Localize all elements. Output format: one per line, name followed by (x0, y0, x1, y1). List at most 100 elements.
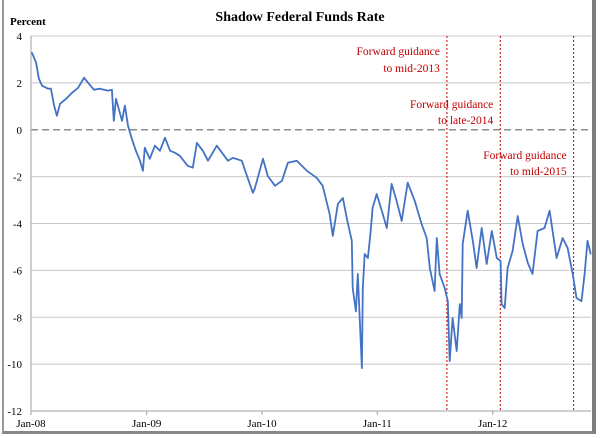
data-point (41, 85, 43, 87)
data-point (531, 273, 534, 275)
data-point (232, 157, 234, 159)
chart-frame (2, 0, 596, 434)
annotation-line2: to late-2014 (438, 115, 493, 127)
data-point (50, 88, 52, 90)
data-point (439, 273, 441, 275)
data-point (262, 158, 264, 160)
data-point (407, 182, 409, 184)
data-point (254, 188, 256, 190)
data-point (31, 52, 33, 54)
data-point (281, 180, 283, 182)
data-point (370, 230, 372, 232)
data-point (426, 237, 428, 239)
data-point (77, 87, 79, 89)
data-point (491, 230, 493, 232)
data-point (124, 105, 126, 107)
data-point (346, 217, 348, 219)
data-point (207, 160, 209, 162)
data-point (433, 290, 436, 292)
data-point (154, 145, 156, 147)
shadow-rate-line (31, 52, 592, 370)
data-point (590, 253, 592, 255)
y-axis-label: Percent (10, 16, 46, 28)
data-point (584, 272, 586, 274)
data-point (444, 287, 446, 289)
data-point (174, 152, 176, 154)
data-point (500, 303, 503, 305)
data-point (506, 267, 509, 269)
data-point (216, 145, 218, 147)
data-point (414, 200, 416, 202)
y-tick-label: 4 (17, 31, 23, 43)
data-point (241, 160, 243, 162)
y-tick-label: 2 (17, 78, 23, 90)
data-point (111, 89, 113, 91)
data-point (527, 262, 529, 264)
data-point (322, 185, 324, 187)
y-tick-label: 0 (17, 125, 23, 137)
data-point (449, 360, 451, 362)
data-point (580, 300, 583, 302)
data-point (53, 105, 55, 107)
x-tick-label: Jan-10 (247, 418, 277, 430)
data-point (381, 210, 383, 212)
data-point (159, 150, 161, 152)
x-tick-label: Jan-12 (478, 418, 507, 430)
data-point (372, 207, 374, 209)
data-point (47, 88, 49, 90)
annotation-line1: Forward guidance (410, 99, 493, 111)
y-tick-label: -8 (13, 312, 23, 324)
data-point (93, 89, 95, 91)
data-point (121, 120, 123, 122)
data-point (99, 88, 101, 90)
x-tick-label: Jan-09 (132, 418, 162, 430)
data-point (447, 300, 449, 302)
data-point (362, 287, 364, 289)
data-point (337, 203, 339, 205)
data-point (107, 90, 109, 92)
data-point (364, 253, 366, 255)
data-point (149, 158, 151, 160)
data-point (522, 243, 524, 245)
data-point (179, 155, 181, 157)
chart-title: Shadow Federal Funds Rate (215, 10, 384, 25)
data-point (352, 287, 354, 289)
data-point (187, 165, 189, 167)
data-point (543, 227, 546, 229)
data-point (351, 240, 353, 242)
data-point (135, 150, 137, 152)
data-point (472, 240, 474, 242)
data-point (38, 78, 40, 80)
data-point (332, 235, 334, 237)
data-point (287, 162, 289, 164)
data-point (127, 125, 129, 127)
data-point (496, 257, 498, 259)
data-point (131, 138, 133, 140)
data-point (59, 103, 61, 105)
data-point (367, 257, 369, 259)
data-point (549, 210, 551, 212)
data-point (386, 227, 388, 229)
data-point (512, 250, 514, 252)
data-point (572, 273, 574, 275)
y-tick-label: -2 (13, 172, 22, 184)
data-point (376, 193, 378, 195)
annotation-line2: to mid-2015 (510, 166, 567, 178)
data-point (87, 82, 89, 84)
data-point (113, 120, 115, 122)
data-point (396, 200, 398, 202)
data-point (561, 237, 564, 239)
data-point (164, 137, 166, 139)
data-point (456, 350, 458, 352)
data-point (357, 273, 359, 275)
data-point (481, 227, 483, 229)
data-point (555, 257, 558, 259)
data-point (459, 303, 461, 305)
data-point (342, 197, 344, 199)
data-point (267, 175, 269, 177)
data-point (567, 247, 569, 249)
data-point (462, 243, 464, 245)
data-point (169, 150, 171, 152)
data-point (142, 170, 144, 172)
data-point (227, 160, 229, 162)
